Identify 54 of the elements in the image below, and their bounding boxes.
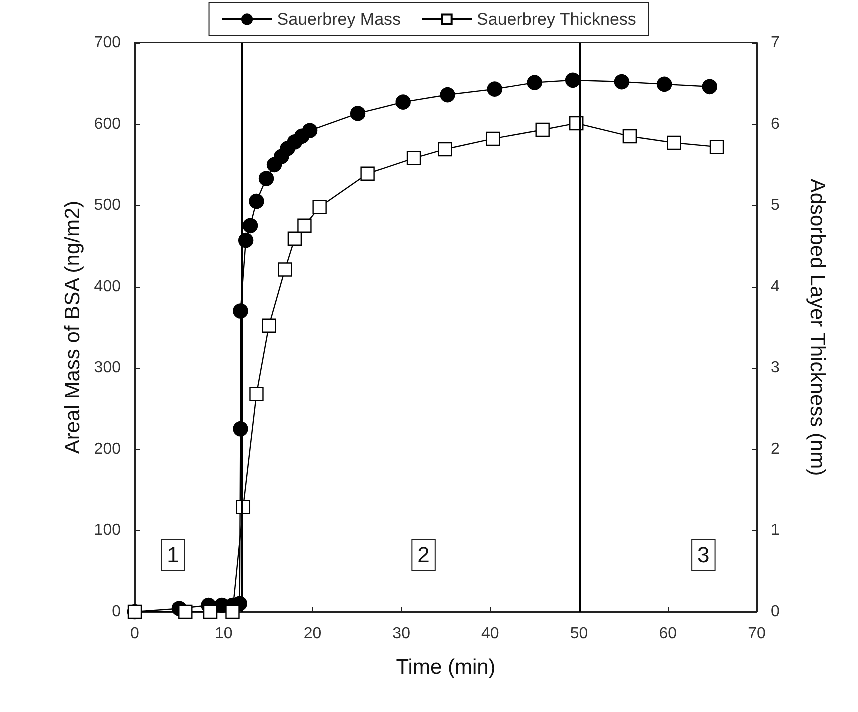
annotation: 3 xyxy=(698,542,710,568)
point xyxy=(302,123,318,138)
x-tick-label: 30 xyxy=(392,626,411,642)
point xyxy=(242,218,258,234)
y-axis-title: Areal Mass of BSA (ng/m2) xyxy=(61,200,84,454)
x-axis-title: Time (min) xyxy=(396,656,496,679)
y-tick-label: 400 xyxy=(94,278,122,296)
point xyxy=(657,76,672,92)
y2-tick-label: 3 xyxy=(771,360,780,377)
annotation: 2 xyxy=(418,542,430,568)
point xyxy=(527,75,542,90)
point xyxy=(249,194,264,210)
y-tick-label: 500 xyxy=(94,197,122,214)
point xyxy=(258,171,274,186)
point xyxy=(203,604,218,620)
point xyxy=(536,122,550,138)
point xyxy=(396,94,411,110)
y2-tick-label: 7 xyxy=(771,34,780,52)
y2-axis-title: Adsorbed Layer Thickness (nm) xyxy=(806,178,829,476)
y-tick-label: 600 xyxy=(94,116,122,133)
x-tick-label: 0 xyxy=(130,626,140,642)
y2-tick-label: 0 xyxy=(771,604,780,620)
x-tick-label: 40 xyxy=(482,626,500,642)
y2-tick-label: 5 xyxy=(771,197,780,214)
y2-tick-label: 2 xyxy=(771,440,780,458)
y2-tick-label: 1 xyxy=(771,522,780,540)
point xyxy=(565,72,581,88)
x-tick-label: 60 xyxy=(659,626,678,642)
point xyxy=(438,142,452,157)
point xyxy=(667,136,682,150)
point xyxy=(702,79,718,94)
legend-label: Sauerbrey Thickness xyxy=(477,10,636,29)
x-tick-label: 70 xyxy=(748,626,766,642)
point xyxy=(614,74,630,90)
y-tick-label: 300 xyxy=(94,360,122,377)
y2-tick-label: 6 xyxy=(771,116,780,133)
y2-tick-label: 4 xyxy=(771,278,780,296)
point xyxy=(288,232,302,246)
annotation: 1 xyxy=(167,542,180,568)
legend-label: Sauerbrey Mass xyxy=(277,10,402,29)
point xyxy=(350,106,366,122)
point xyxy=(226,604,240,620)
x-tick-label: 50 xyxy=(570,626,588,642)
y-tick-label: 0 xyxy=(112,604,122,620)
point xyxy=(406,151,422,166)
point xyxy=(440,87,456,103)
y-tick-label: 200 xyxy=(94,440,122,458)
point xyxy=(622,129,638,144)
point xyxy=(487,82,502,97)
x-tick-label: 10 xyxy=(214,626,233,642)
y-tick-label: 100 xyxy=(94,522,122,540)
point xyxy=(178,604,193,620)
x-tick-label: 20 xyxy=(304,626,322,642)
y-tick-label: 700 xyxy=(94,34,122,52)
